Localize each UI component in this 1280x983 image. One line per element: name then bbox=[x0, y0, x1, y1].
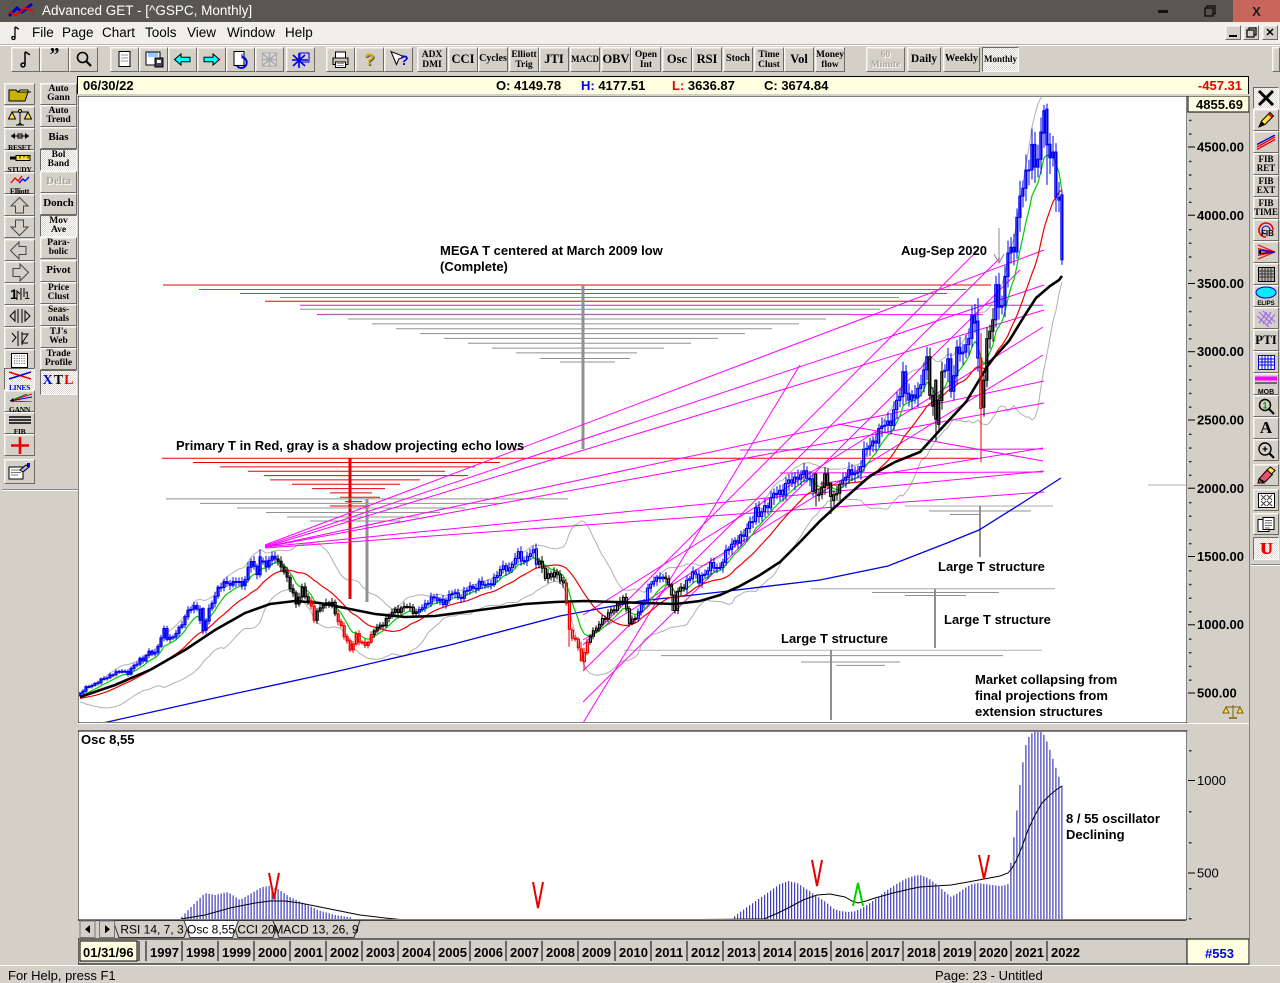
svg-text:MACD 13, 26, 9: MACD 13, 26, 9 bbox=[273, 923, 359, 937]
svg-text:2011: 2011 bbox=[655, 945, 683, 960]
svg-text:2017: 2017 bbox=[871, 945, 900, 960]
svg-text:3500.00: 3500.00 bbox=[1197, 276, 1244, 291]
svg-text:2018: 2018 bbox=[907, 945, 936, 960]
svg-text:final projections from: final projections from bbox=[975, 688, 1108, 703]
svg-text:500: 500 bbox=[1197, 866, 1219, 881]
svg-text:8 / 55 oscillator: 8 / 55 oscillator bbox=[1066, 811, 1160, 826]
svg-text:2010: 2010 bbox=[619, 945, 648, 960]
svg-text:2012: 2012 bbox=[691, 945, 720, 960]
svg-text:Market collapsing from: Market collapsing from bbox=[975, 672, 1117, 687]
svg-text:2500.00: 2500.00 bbox=[1197, 413, 1244, 428]
svg-text:2021: 2021 bbox=[1015, 945, 1044, 960]
svg-text:1999: 1999 bbox=[222, 945, 251, 960]
svg-text:2002: 2002 bbox=[330, 945, 359, 960]
svg-text:01/31/96: 01/31/96 bbox=[83, 945, 134, 960]
svg-text:Osc 8,55: Osc 8,55 bbox=[81, 732, 135, 747]
svg-text:2000: 2000 bbox=[258, 945, 287, 960]
svg-text:MEGA T centered at March 2009: MEGA T centered at March 2009 low bbox=[440, 243, 664, 258]
svg-text:3000.00: 3000.00 bbox=[1197, 344, 1244, 359]
svg-text:#553: #553 bbox=[1205, 946, 1234, 961]
svg-text:500.00: 500.00 bbox=[1197, 686, 1237, 701]
svg-text:2022: 2022 bbox=[1051, 945, 1080, 960]
svg-text:2019: 2019 bbox=[943, 945, 972, 960]
svg-text:2008: 2008 bbox=[546, 945, 575, 960]
svg-text:4855.69: 4855.69 bbox=[1196, 97, 1243, 112]
svg-text:2009: 2009 bbox=[582, 945, 611, 960]
svg-text:2000.00: 2000.00 bbox=[1197, 481, 1244, 496]
svg-text:Large T structure: Large T structure bbox=[938, 559, 1045, 574]
svg-text:Osc 8,55: Osc 8,55 bbox=[187, 923, 235, 937]
svg-text:FIB: FIB bbox=[1261, 229, 1274, 238]
svg-text:1998: 1998 bbox=[186, 945, 215, 960]
svg-text:2003: 2003 bbox=[366, 945, 395, 960]
svg-text:(Complete): (Complete) bbox=[440, 259, 508, 274]
svg-text:2016: 2016 bbox=[835, 945, 864, 960]
svg-text:2007: 2007 bbox=[510, 945, 539, 960]
svg-text:Primary T in Red, gray is a sh: Primary T in Red, gray is a shadow proje… bbox=[176, 438, 524, 453]
svg-text:2015: 2015 bbox=[799, 945, 828, 960]
svg-text:Large T structure: Large T structure bbox=[781, 631, 888, 646]
svg-text:2020: 2020 bbox=[979, 945, 1008, 960]
svg-text:4500.00: 4500.00 bbox=[1197, 140, 1244, 155]
svg-text:2005: 2005 bbox=[438, 945, 467, 960]
svg-text:?: ? bbox=[400, 52, 409, 68]
svg-text:1997: 1997 bbox=[150, 945, 179, 960]
svg-text:2013: 2013 bbox=[727, 945, 756, 960]
svg-text:1: 1 bbox=[1262, 400, 1267, 410]
svg-text:1: 1 bbox=[24, 290, 30, 302]
svg-text:RSI 14, 7, 3: RSI 14, 7, 3 bbox=[120, 923, 184, 937]
svg-text:extension structures: extension structures bbox=[975, 704, 1103, 719]
svg-text:Declining: Declining bbox=[1066, 827, 1125, 842]
svg-text:Large T structure: Large T structure bbox=[944, 612, 1051, 627]
svg-text:1: 1 bbox=[10, 286, 18, 302]
svg-text:1500.00: 1500.00 bbox=[1197, 549, 1244, 564]
svg-text:CCI 20: CCI 20 bbox=[237, 923, 275, 937]
svg-text:2006: 2006 bbox=[474, 945, 503, 960]
svg-text:4000.00: 4000.00 bbox=[1197, 208, 1244, 223]
svg-text:2014: 2014 bbox=[763, 945, 793, 960]
svg-text:2001: 2001 bbox=[294, 945, 323, 960]
svg-text:2004: 2004 bbox=[402, 945, 432, 960]
svg-text:1000.00: 1000.00 bbox=[1197, 617, 1244, 632]
svg-text:Aug-Sep 2020: Aug-Sep 2020 bbox=[901, 243, 987, 258]
svg-text:1000: 1000 bbox=[1197, 773, 1226, 788]
